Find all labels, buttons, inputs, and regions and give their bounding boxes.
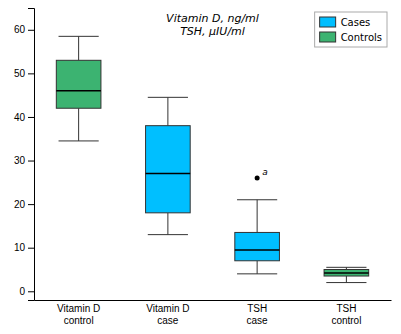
flier-label: a [262,167,268,177]
plot: 0102030405060Vitamin DcontrolVitamin Dca… [14,9,392,326]
flier [255,175,260,180]
chart: 0102030405060Vitamin DcontrolVitamin Dca… [0,0,401,334]
legend-item: Cases [320,17,371,28]
legend-label: Cases [341,17,371,28]
x-tick-label: TSHcase [247,303,269,326]
whisker-cap-upper [326,267,366,268]
y-tick: 50 [14,68,34,79]
y-tick-label: 10 [14,242,26,253]
y-tick-label: 40 [14,112,26,123]
median [56,90,101,92]
box [235,175,280,273]
x-tick-label-line: control [64,315,94,326]
title-line: TSH, μIU/ml [180,25,245,38]
x-tick-label-line: case [157,315,179,326]
y-tick-label: 0 [19,286,25,297]
y-tick-label: 20 [14,199,26,210]
y-axis-line [28,9,35,301]
y-tick: 40 [14,112,34,123]
legend-frame [315,12,387,47]
whisker-upper [167,97,168,125]
x-tick: Vitamin Dcontrol [57,303,100,326]
x-tick-label-line: TSH [247,303,267,314]
whisker-lower [78,108,79,141]
x-tick: TSHcase [247,303,269,326]
legend: Cases Controls [315,12,387,47]
whisker-cap-upper [59,36,99,37]
y-tick-mark [28,161,34,162]
y-tick-mark [28,73,34,74]
y-tick-mark [28,248,34,249]
x-tick-label-line: Vitamin D [146,303,189,314]
y-tick: 20 [14,199,34,210]
y-tick: 10 [14,242,34,253]
x-tick-label-line: Vitamin D [57,303,100,314]
x-tick-label-line: control [331,315,361,326]
whisker-upper [78,36,79,60]
title-line: Vitamin D, ng/ml [166,12,259,25]
median [324,272,369,274]
whisker-lower [346,276,347,283]
legend-swatch [320,32,336,42]
x-tick-label: Vitamin Dcase [146,303,189,326]
legend-swatch [320,17,336,27]
x-tick-label-line: case [247,315,269,326]
legend-label: Controls [341,32,382,43]
whisker-cap-lower [237,273,277,274]
y-tick: 0 [19,286,34,297]
whisker-cap-upper [237,199,277,200]
y-tick-mark [28,117,34,118]
annotations: a [262,167,268,177]
y-tick: 30 [14,155,34,166]
median [235,249,280,251]
y-tick-mark [28,204,34,205]
box [56,36,101,141]
y-tick-label: 60 [14,24,26,35]
y-tick-mark [28,30,34,31]
box-body [324,269,369,276]
whisker-cap-lower [326,282,366,283]
boxes [56,36,368,282]
whisker-lower [257,261,258,274]
y-tick-label: 50 [14,68,26,79]
x-tick-label-line: TSH [336,303,356,314]
box-body [146,126,191,213]
box [146,97,191,234]
x-tick-label: TSHcontrol [331,303,361,326]
whisker-cap-upper [148,97,188,98]
x-axis-line [35,300,392,301]
box-body [56,60,101,108]
whisker-cap-lower [148,234,188,235]
legend-item: Controls [320,32,382,43]
y-tick: 60 [14,24,34,35]
y-tick-mark [28,291,34,292]
x-axis: Vitamin DcontrolVitamin DcaseTSHcaseTSHc… [35,301,392,326]
x-tick-label: Vitamin Dcontrol [57,303,100,326]
x-tick: Vitamin Dcase [146,303,189,326]
y-axis: 0 10 20 30 40 50 60 [14,9,35,301]
whisker-lower [167,213,168,235]
title: Vitamin D, ng/mlTSH, μIU/ml [166,12,259,38]
box [324,267,369,282]
box-body [235,232,280,260]
y-tick-label: 30 [14,155,26,166]
whisker-upper [257,200,258,233]
whisker-cap-lower [59,140,99,141]
median [146,173,191,175]
x-tick: TSHcontrol [331,303,361,326]
